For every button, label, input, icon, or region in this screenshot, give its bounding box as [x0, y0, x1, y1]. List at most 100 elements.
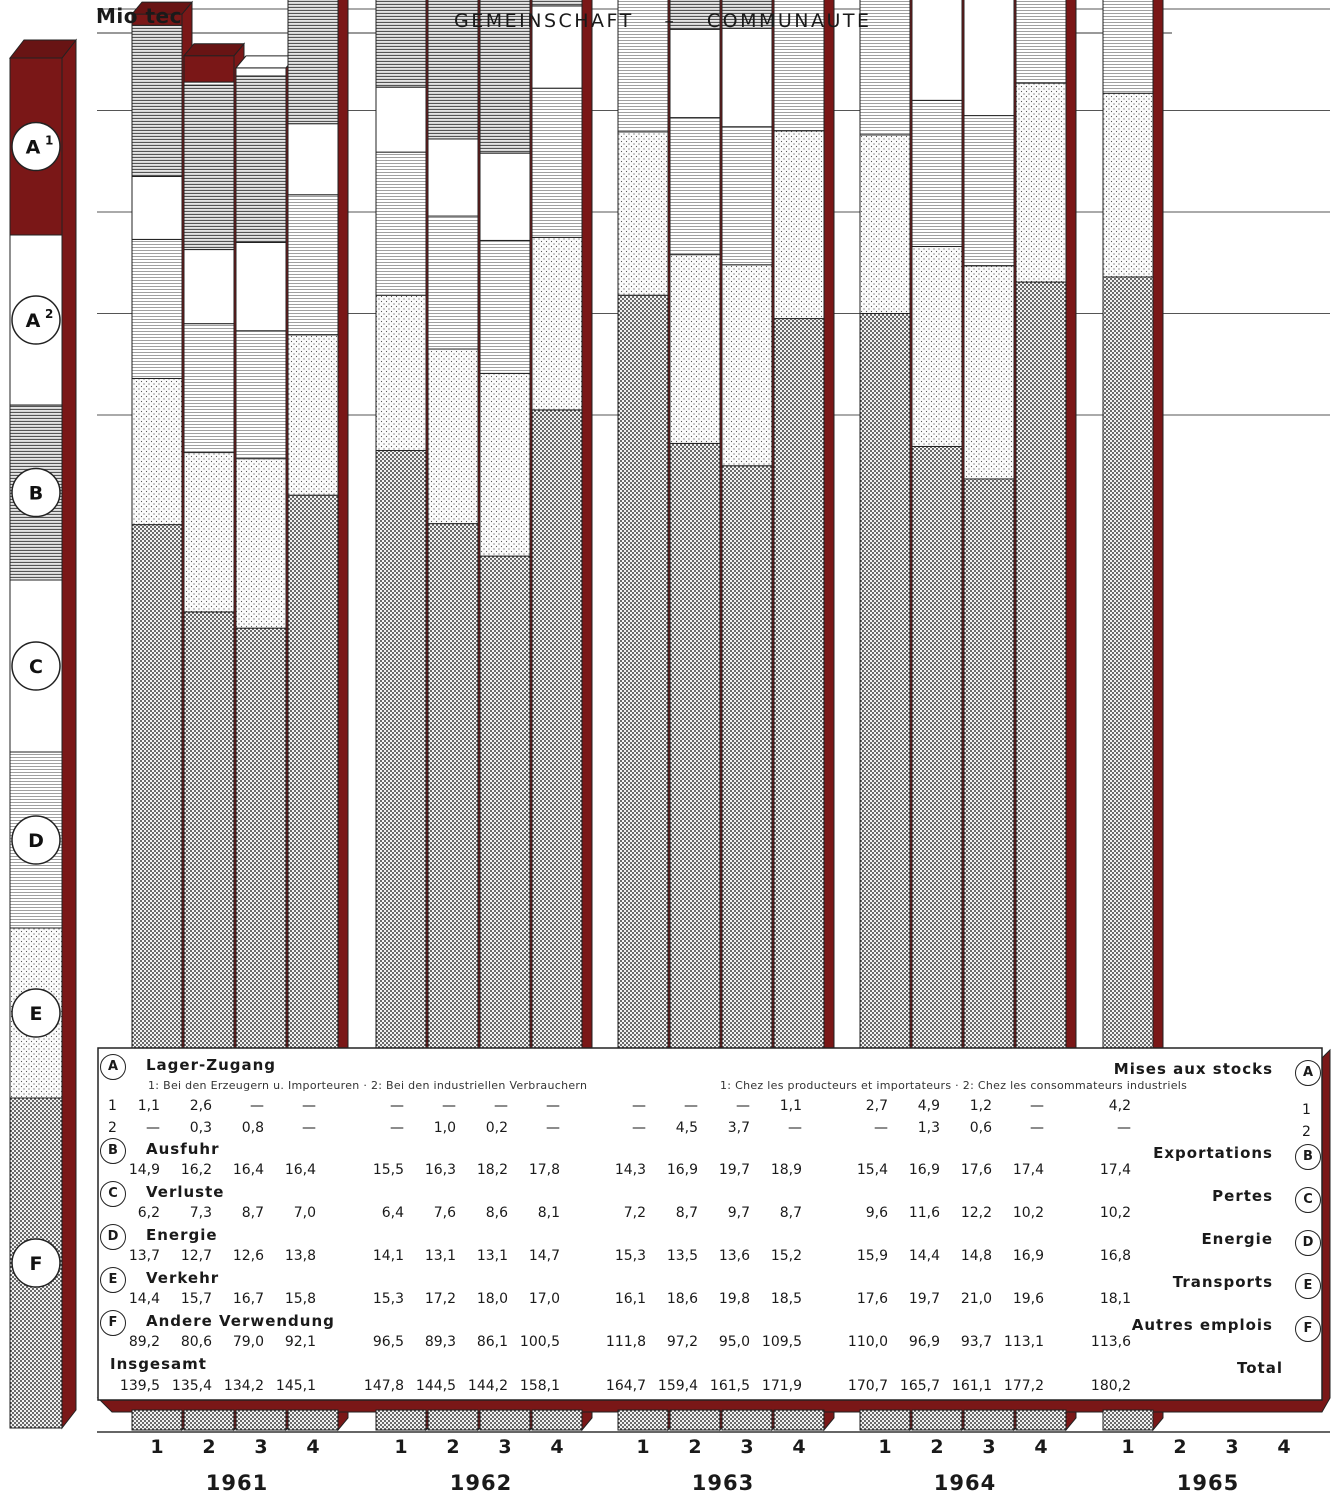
table-cell-C: 6,4 [381, 1205, 404, 1221]
table-cell-E: 15,7 [180, 1291, 212, 1307]
table-cell-a2: — [1030, 1120, 1044, 1136]
table-row2-id-right: 2 [1302, 1124, 1311, 1140]
table-cell-a2: — [1117, 1120, 1131, 1136]
table-label-de-T: Insgesamt [110, 1355, 207, 1373]
table-cell-a1: — [1030, 1098, 1044, 1114]
segment-E [479, 372, 531, 557]
table-cell-F: 95,0 [718, 1334, 750, 1350]
segment-D [911, 99, 963, 248]
table-cell-total: 180,2 [1090, 1378, 1131, 1394]
segment-E [617, 131, 669, 296]
table-cell-a2: — [146, 1120, 160, 1136]
table-cell-total: 164,7 [605, 1378, 646, 1394]
table-badge-right-D: D [1295, 1230, 1321, 1256]
title-fr: COMMUNAUTE [706, 10, 872, 32]
x-tick-quarter: 1 [636, 1436, 650, 1458]
table-cell-C: 10,2 [1012, 1205, 1044, 1221]
x-tick-quarter: 1 [878, 1436, 892, 1458]
segment-C [479, 152, 531, 241]
segment-E [721, 264, 773, 467]
table-cell-total: 159,4 [657, 1378, 698, 1394]
table-cell-C: 8,1 [537, 1205, 560, 1221]
table-cell-a1: 2,7 [865, 1098, 888, 1114]
table-cell-B: 16,3 [424, 1162, 456, 1178]
segment-C [427, 138, 479, 217]
table-cell-E: 21,0 [960, 1291, 992, 1307]
table-cell-C: 7,3 [189, 1205, 212, 1221]
table-badge-left-A: A [100, 1054, 126, 1080]
table-label-de-F: Andere Verwendung [146, 1312, 335, 1330]
table-cell-a1: — [250, 1098, 264, 1114]
title-de: GEMEINSCHAFT [454, 10, 634, 32]
table-cell-a1: 2,6 [189, 1098, 212, 1114]
bar-stub [963, 1409, 1015, 1431]
segment-E [131, 377, 183, 526]
table-cell-C: 12,2 [960, 1205, 992, 1221]
segment-D [287, 194, 339, 336]
table-cell-F: 86,1 [476, 1334, 508, 1350]
segment-C [721, 27, 773, 128]
table-cell-a2: — [390, 1120, 404, 1136]
table-cell-F: 97,2 [666, 1334, 698, 1350]
table-cell-C: 10,2 [1099, 1205, 1131, 1221]
x-tick-quarter: 3 [740, 1436, 754, 1458]
table-cell-E: 18,0 [476, 1291, 508, 1307]
table-cell-E: 15,3 [372, 1291, 404, 1307]
table-cell-B: 18,2 [476, 1162, 508, 1178]
table-cell-F: 100,5 [519, 1334, 560, 1350]
segment-D [859, 0, 911, 136]
table-cell-total: 147,8 [363, 1378, 404, 1394]
segment-B [131, 24, 183, 177]
bar-stub [859, 1409, 911, 1431]
legend-top [8, 39, 78, 59]
table-label-de-A: Lager-Zugang [146, 1056, 277, 1074]
table-cell-F: 80,6 [180, 1334, 212, 1350]
table-cell-F: 79,0 [232, 1334, 264, 1350]
segment-E [669, 254, 721, 444]
bar-top [130, 1, 194, 15]
table-cell-F: 96,9 [908, 1334, 940, 1350]
segment-D [183, 323, 235, 454]
x-tick-quarter: 3 [498, 1436, 512, 1458]
bar-stub [427, 1409, 479, 1431]
table-cell-a1: 4,9 [917, 1098, 940, 1114]
table-cell-D: 15,9 [856, 1248, 888, 1264]
segment-D [479, 239, 531, 374]
bar-stub [235, 1409, 287, 1431]
table-cell-D: 16,8 [1099, 1248, 1131, 1264]
x-tick-quarter: 4 [792, 1436, 806, 1458]
table-cell-a2: — [302, 1120, 316, 1136]
segment-C [131, 175, 183, 240]
segment-D [617, 0, 669, 133]
chart-title: GEMEINSCHAFT – COMMUNAUTE [454, 10, 872, 32]
table-cell-D: 13,5 [666, 1248, 698, 1264]
x-tick-quarter: 4 [1034, 1436, 1048, 1458]
bar-stub [375, 1409, 427, 1431]
segment-E [183, 452, 235, 613]
bar-stub [531, 1409, 583, 1431]
x-tick-quarter: 4 [550, 1436, 564, 1458]
segment-D [235, 330, 287, 460]
table-cell-total: 145,1 [275, 1378, 316, 1394]
segment-C [911, 0, 963, 101]
legend-letter-F: F [30, 1253, 43, 1275]
table-cell-B: 17,8 [528, 1162, 560, 1178]
table-cell-a1: — [302, 1098, 316, 1114]
bar-stub [287, 1409, 339, 1431]
table-cell-D: 12,6 [232, 1248, 264, 1264]
segment-B [479, 0, 531, 154]
table-cell-D: 13,8 [284, 1248, 316, 1264]
legend-badge-D [11, 815, 61, 865]
legend-sup-A1: 1 [45, 134, 53, 148]
table-cell-B: 17,4 [1099, 1162, 1131, 1178]
table-row1-id-right: 1 [1302, 1102, 1311, 1118]
segment-D [131, 238, 183, 379]
table-cell-F: 113,6 [1090, 1334, 1131, 1350]
table-cell-total: 161,5 [709, 1378, 750, 1394]
x-tick-quarter: 3 [1225, 1436, 1239, 1458]
table-cell-a1: 1,1 [137, 1098, 160, 1114]
x-tick-quarter: 2 [1173, 1436, 1187, 1458]
table-cell-total: 144,5 [415, 1378, 456, 1394]
bar-stub [773, 1409, 825, 1431]
table-cell-a2: 1,3 [917, 1120, 940, 1136]
